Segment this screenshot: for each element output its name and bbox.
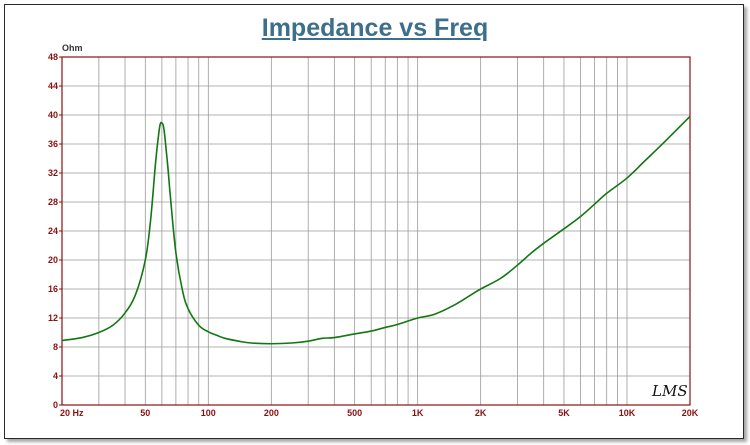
x-tick-label: 200 [264,408,279,418]
x-tick-label: 10K [619,408,636,418]
y-tick-label: 12 [48,313,58,323]
y-tick-label: 44 [48,81,58,91]
x-axis-ticks: 20 Hz 50 100 200 500 1K 2K 5K 10K 20K [60,408,699,418]
y-tick-label: 16 [48,284,58,294]
y-tick-label: 36 [48,139,58,149]
y-tick-label: 28 [48,197,58,207]
y-tick-label: 24 [48,226,58,236]
x-tick-label: 100 [201,408,216,418]
y-tick-label: 48 [48,52,58,62]
impedance-series-line [61,115,691,345]
y-tick-label: 20 [48,255,58,265]
x-tick-label: 50 [140,408,150,418]
y-tick-label: 40 [48,110,58,120]
x-tick-label: 1K [412,408,424,418]
chart-frame [4,4,744,439]
lms-signature: LMS [651,382,688,400]
y-tick-label: 32 [48,168,58,178]
x-tick-label: 20 Hz [60,408,84,418]
x-tick-label: 2K [475,408,487,418]
y-tick-label: 4 [53,371,58,381]
x-tick-label: 5K [558,408,570,418]
y-axis-unit-label: Ohm [62,43,83,53]
chart-title: Impedance vs Freq [261,14,489,42]
grid-lines [61,56,691,406]
x-tick-label: 20K [682,408,699,418]
y-tick-label: 8 [53,342,58,352]
y-tick-label: 0 [53,400,58,410]
x-tick-label: 500 [347,408,362,418]
